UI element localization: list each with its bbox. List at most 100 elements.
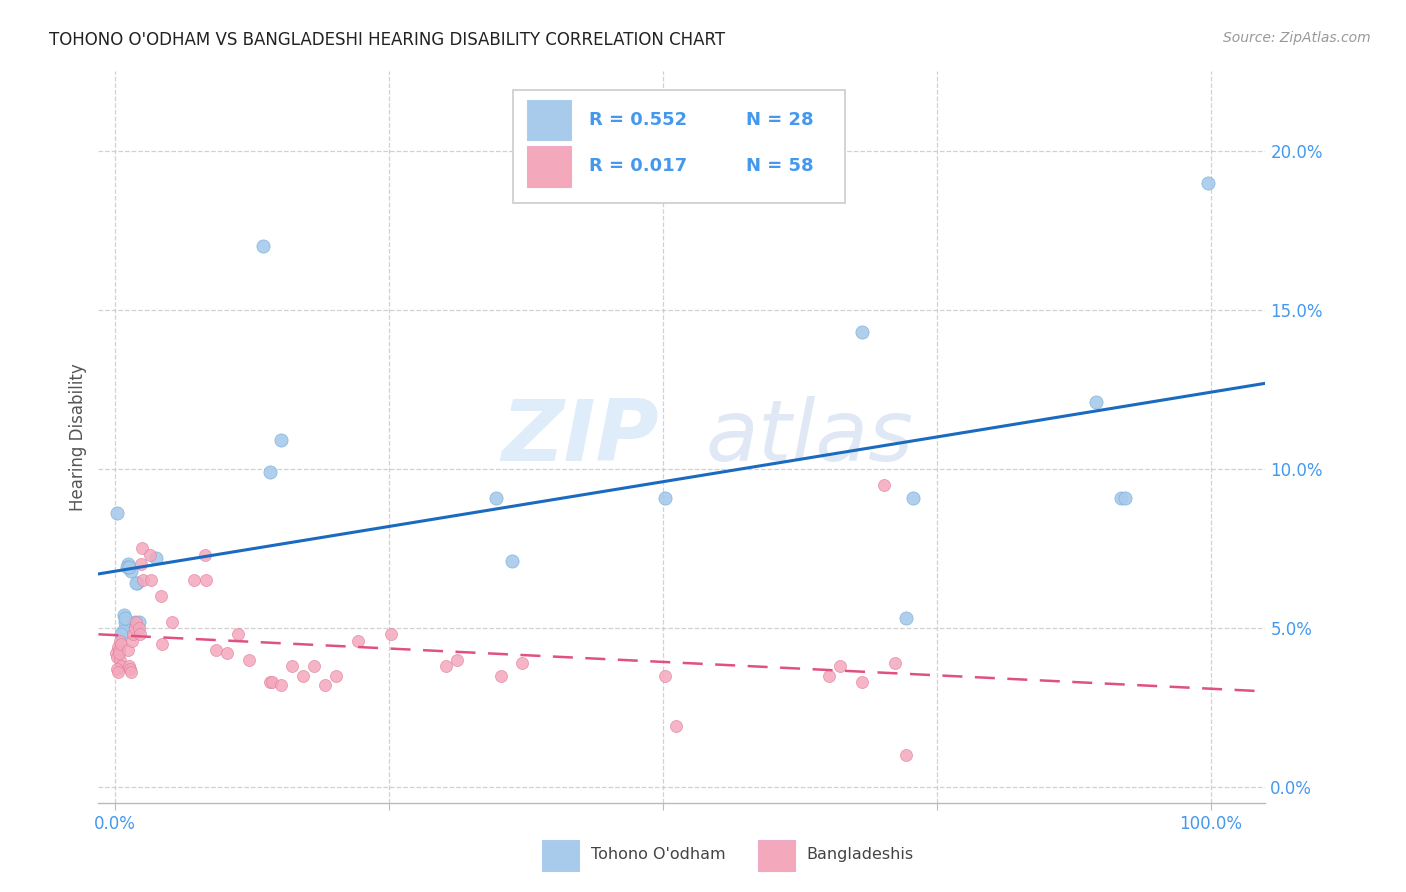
FancyBboxPatch shape — [541, 840, 579, 871]
Point — [111, 624, 134, 638]
Point — [124, 576, 146, 591]
Point — [1084, 395, 1107, 409]
FancyBboxPatch shape — [513, 90, 845, 203]
Point — [132, 573, 155, 587]
Point — [118, 560, 141, 574]
Point — [654, 668, 676, 682]
Point — [238, 653, 260, 667]
Point — [120, 665, 142, 680]
Point — [105, 507, 128, 521]
Point — [304, 659, 326, 673]
Point — [194, 548, 217, 562]
Point — [122, 627, 145, 641]
Point — [259, 465, 281, 479]
Point — [665, 719, 688, 733]
Point — [117, 558, 139, 572]
Point — [260, 675, 283, 690]
FancyBboxPatch shape — [527, 100, 571, 140]
Point — [129, 627, 152, 641]
Point — [292, 668, 315, 682]
Point — [125, 576, 148, 591]
Point — [139, 573, 162, 587]
Point — [851, 325, 873, 339]
Point — [117, 643, 139, 657]
Point — [501, 554, 523, 568]
Text: Source: ZipAtlas.com: Source: ZipAtlas.com — [1223, 31, 1371, 45]
Point — [446, 653, 468, 667]
Point — [183, 573, 205, 587]
Point — [110, 653, 132, 667]
Point — [107, 665, 129, 680]
Point — [894, 748, 917, 763]
Point — [115, 560, 138, 574]
Point — [489, 668, 512, 682]
Point — [281, 659, 304, 673]
Point — [129, 558, 152, 572]
Point — [110, 659, 132, 673]
Point — [110, 627, 132, 641]
Point — [108, 643, 131, 657]
Point — [150, 637, 173, 651]
Text: R = 0.017: R = 0.017 — [589, 158, 686, 176]
Point — [105, 662, 128, 676]
Point — [110, 633, 132, 648]
Point — [884, 656, 907, 670]
Point — [112, 608, 135, 623]
Point — [1114, 491, 1136, 505]
Point — [226, 627, 249, 641]
Text: N = 58: N = 58 — [747, 158, 814, 176]
Text: Bangladeshis: Bangladeshis — [807, 847, 914, 863]
Point — [434, 659, 457, 673]
Text: ZIP: ZIP — [501, 395, 658, 479]
Point — [654, 491, 676, 505]
Point — [114, 611, 136, 625]
Point — [901, 491, 924, 505]
Point — [128, 621, 150, 635]
Point — [124, 615, 146, 629]
Point — [380, 627, 402, 641]
Point — [120, 662, 142, 676]
Point — [830, 659, 852, 673]
Point — [485, 491, 508, 505]
Point — [124, 621, 146, 635]
Point — [121, 633, 143, 648]
Point — [145, 550, 167, 565]
Point — [252, 239, 274, 253]
Point — [118, 659, 141, 673]
Point — [105, 649, 128, 664]
Point — [104, 646, 127, 660]
Point — [194, 573, 217, 587]
Point — [139, 548, 162, 562]
Point — [873, 477, 896, 491]
Point — [270, 434, 292, 448]
Y-axis label: Hearing Disability: Hearing Disability — [69, 363, 87, 511]
Point — [215, 646, 238, 660]
Point — [818, 668, 841, 682]
FancyBboxPatch shape — [758, 840, 796, 871]
Point — [347, 633, 370, 648]
Point — [1109, 491, 1132, 505]
Point — [131, 541, 153, 556]
Point — [325, 668, 347, 682]
Point — [120, 564, 142, 578]
Text: R = 0.552: R = 0.552 — [589, 112, 686, 129]
Point — [204, 643, 226, 657]
Text: Tohono O'odham: Tohono O'odham — [591, 847, 725, 863]
Point — [259, 675, 281, 690]
Point — [149, 589, 172, 603]
FancyBboxPatch shape — [527, 146, 571, 186]
Point — [108, 646, 131, 660]
Point — [124, 615, 146, 629]
Point — [314, 678, 336, 692]
Point — [110, 637, 132, 651]
Point — [128, 615, 150, 629]
Point — [107, 640, 129, 654]
Text: N = 28: N = 28 — [747, 112, 814, 129]
Point — [270, 678, 292, 692]
Point — [114, 615, 136, 629]
Text: TOHONO O'ODHAM VS BANGLADESHI HEARING DISABILITY CORRELATION CHART: TOHONO O'ODHAM VS BANGLADESHI HEARING DI… — [49, 31, 725, 49]
Text: atlas: atlas — [706, 395, 914, 479]
Point — [1197, 176, 1219, 190]
Point — [851, 675, 873, 690]
Point — [160, 615, 183, 629]
